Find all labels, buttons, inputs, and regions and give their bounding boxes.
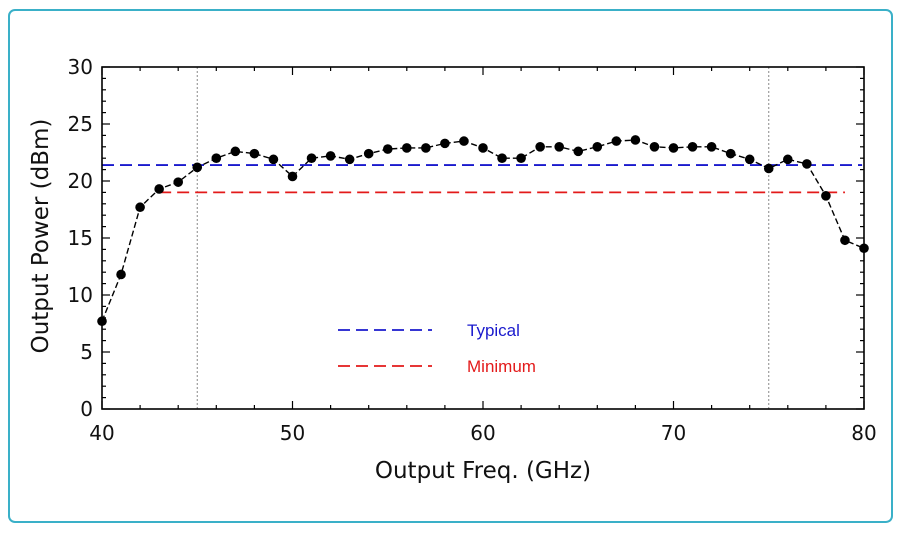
y-tick-label-30: 30 [68,55,93,79]
data-point-47 [230,146,241,157]
chart-frame [8,9,893,523]
y-tick-label-10: 10 [68,283,93,307]
legend: Typical Minimum [338,321,536,376]
measured-line [101,139,865,322]
legend-label-typical: Typical [467,321,520,340]
data-point-73 [725,148,736,159]
data-point-44 [173,177,183,187]
data-point-53 [344,154,355,165]
data-point-66 [592,142,603,152]
data-point-79 [840,235,850,246]
data-point-54 [363,148,374,159]
x-tick-label-70: 70 [661,421,686,445]
x-tick-label-60: 60 [470,421,495,445]
x-tick-label-40: 40 [89,421,114,445]
reference-lines [102,164,863,194]
measured-series [97,135,869,327]
data-point-72 [706,142,717,152]
data-point-56 [402,143,412,153]
data-point-42 [135,202,145,213]
y-tick-label-25: 25 [68,112,93,136]
x-tick-label-50: 50 [280,421,305,445]
data-point-46 [211,153,222,163]
vertical-reference-lines [196,67,770,409]
data-point-60 [478,143,488,153]
y-tick-label-5: 5 [80,340,93,364]
data-point-59 [459,136,469,146]
ticks: 40 50 60 70 80 0 5 10 15 20 25 30 [68,55,877,445]
data-point-78 [821,191,831,201]
data-point-69 [649,142,660,152]
data-point-57 [421,143,431,153]
y-tick-label-0: 0 [80,397,93,421]
data-point-68 [630,135,641,145]
y-tick-label-15: 15 [68,226,93,250]
data-point-77 [802,159,812,169]
y-axis-title: Output Power (dBm) [28,119,54,354]
data-point-65 [573,146,584,157]
data-point-49 [268,154,279,165]
data-point-70 [668,143,679,153]
data-point-58 [440,138,450,149]
data-point-43 [154,184,164,194]
x-axis-title: Output Freq. (GHz) [375,458,591,484]
data-point-64 [554,142,564,152]
data-point-48 [249,148,260,159]
data-point-62 [516,153,526,163]
legend-label-minimum: Minimum [467,357,536,376]
data-point-74 [744,154,755,165]
data-point-41 [116,269,126,280]
data-point-63 [535,142,545,152]
data-point-76 [783,154,793,165]
x-tick-label-80: 80 [851,421,876,445]
data-point-55 [382,144,393,154]
data-point-67 [611,136,622,146]
data-point-52 [325,151,336,161]
data-point-71 [687,142,698,152]
data-point-61 [497,153,507,163]
data-point-75 [763,163,774,174]
data-point-45 [192,162,203,173]
data-point-51 [306,153,317,163]
y-tick-label-20: 20 [68,169,93,193]
data-point-50 [287,171,298,182]
